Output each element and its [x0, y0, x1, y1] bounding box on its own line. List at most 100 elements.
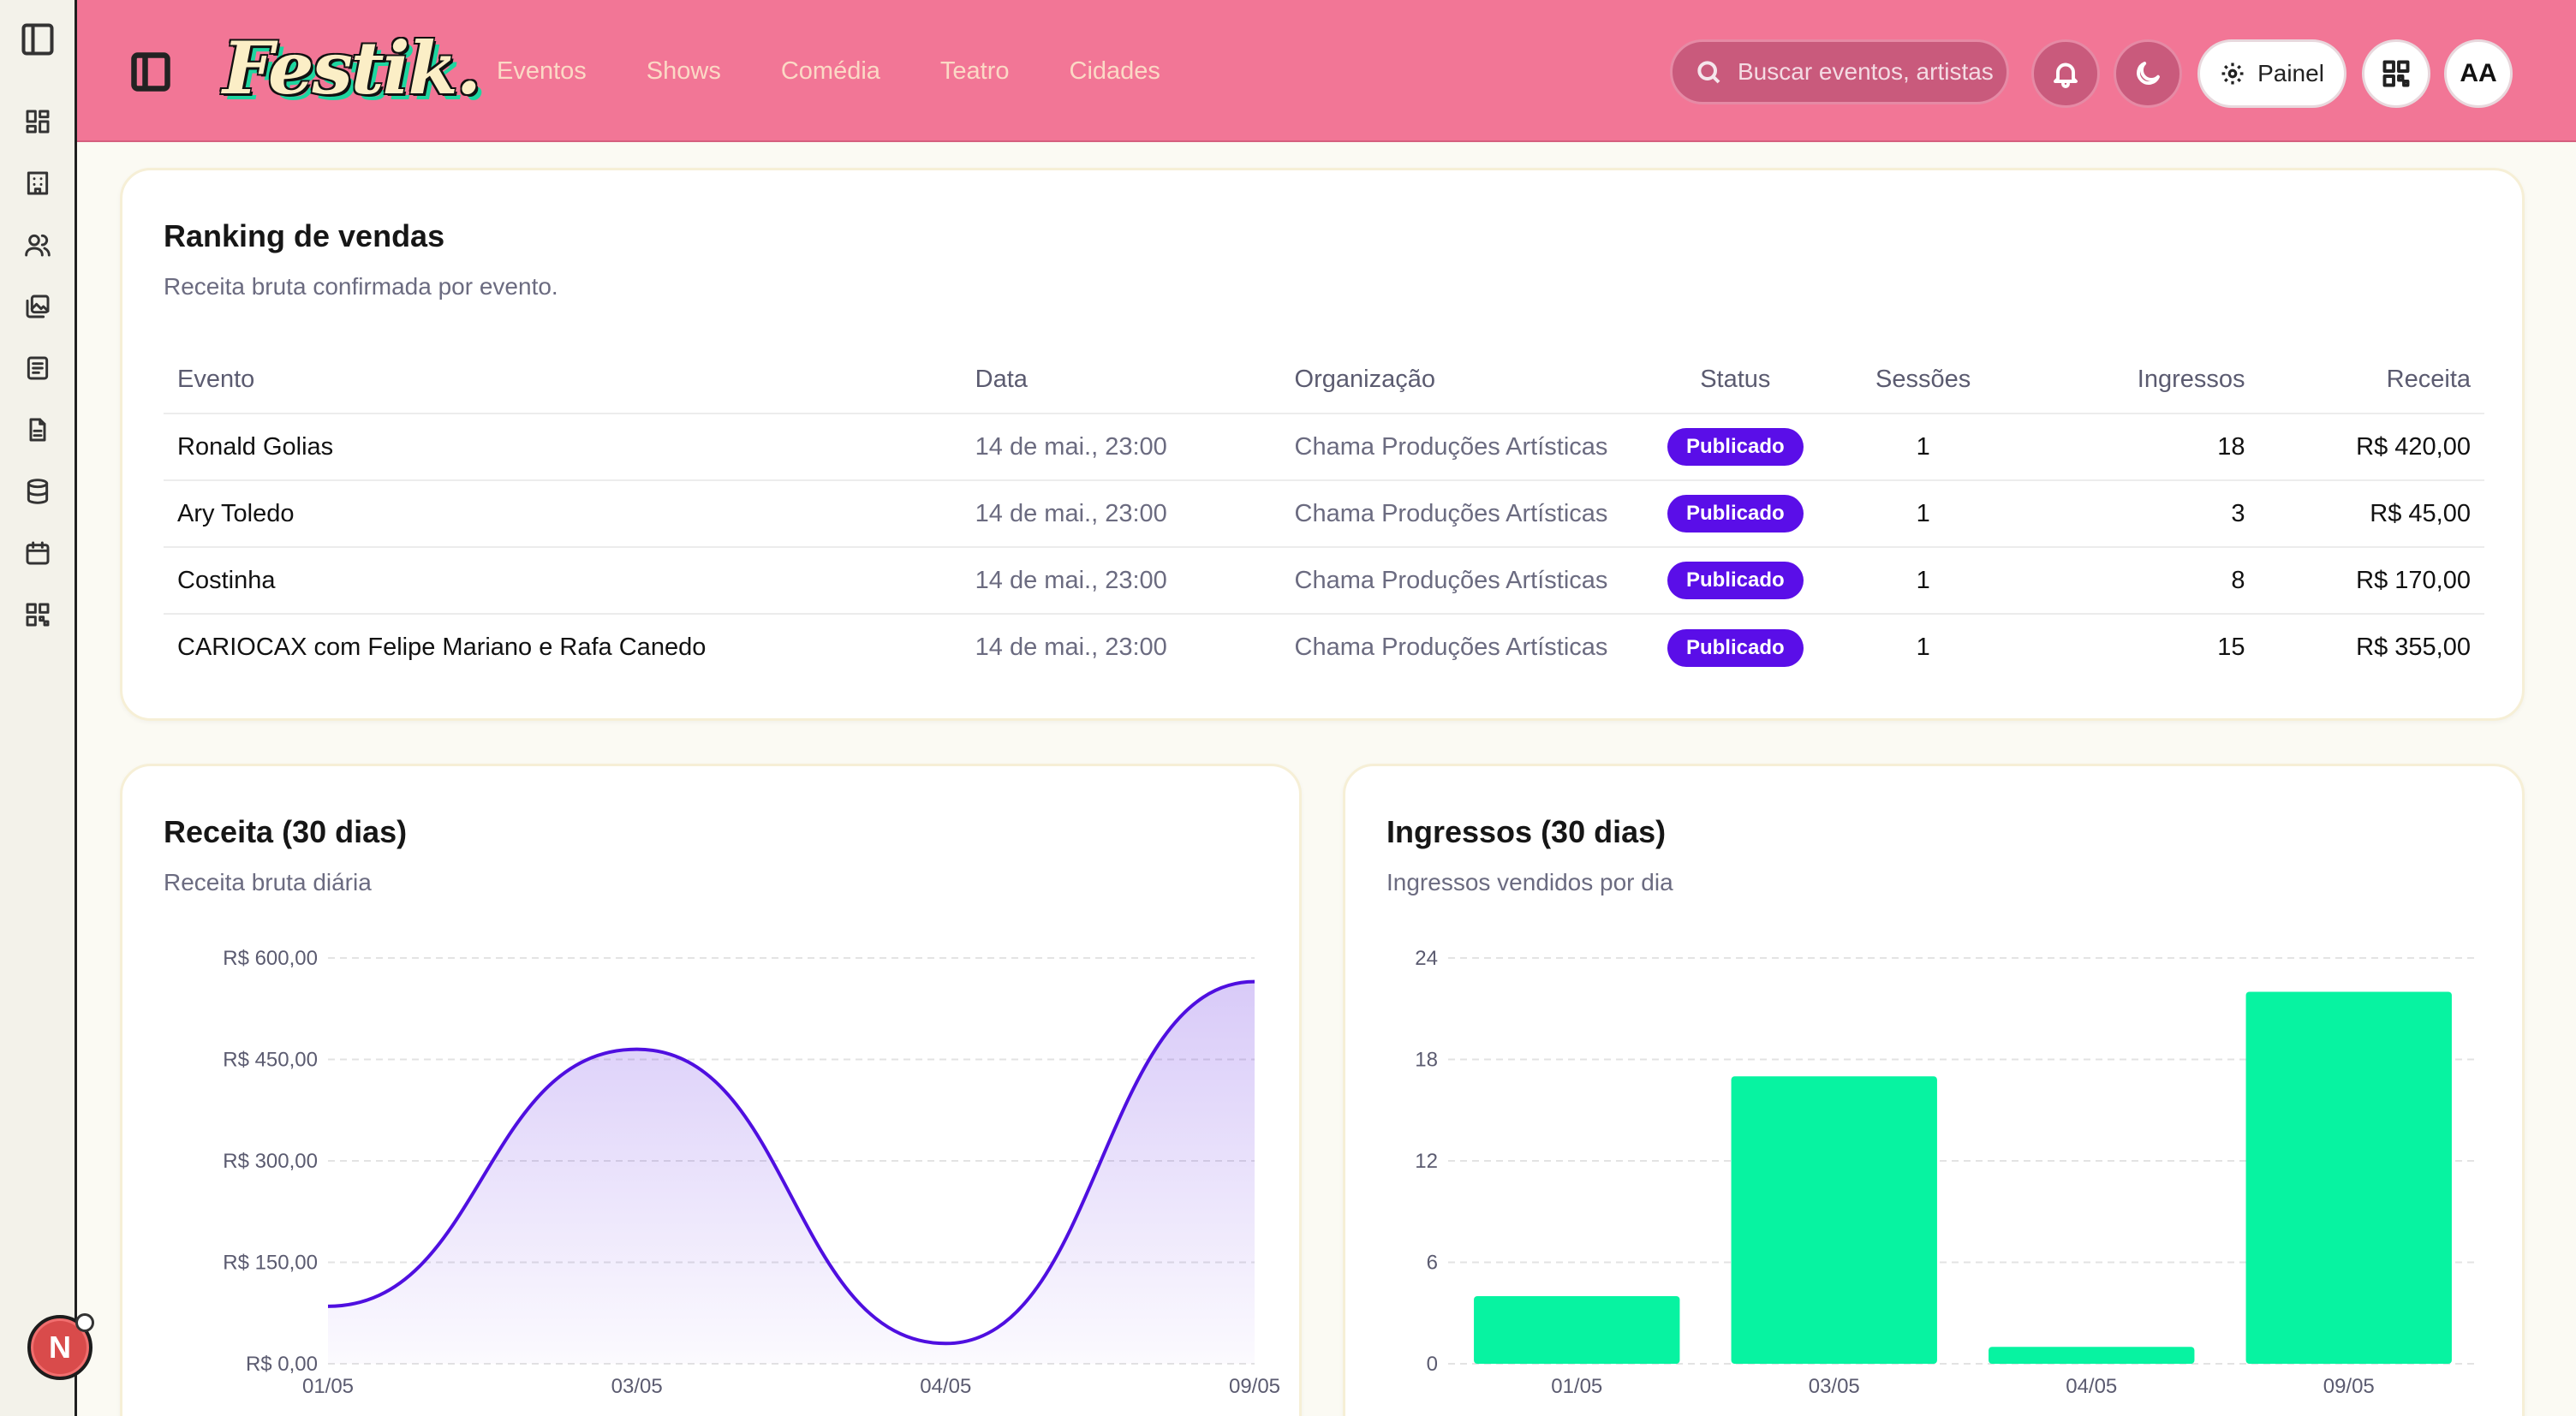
- cell-status: Publicado: [1654, 614, 1817, 681]
- status-badge: Publicado: [1667, 628, 1804, 667]
- x-tick-label: 04/05: [920, 1375, 971, 1398]
- table-row[interactable]: Ronald Golias 14 de mai., 23:00 Chama Pr…: [164, 413, 2484, 481]
- x-tick-label: 01/05: [1551, 1375, 1602, 1398]
- avatar[interactable]: AA: [2444, 39, 2513, 108]
- cell-evento: CARIOCAX com Felipe Mariano e Rafa Caned…: [177, 634, 707, 661]
- cell-data: 14 de mai., 23:00: [961, 413, 1281, 481]
- gear-icon: [2221, 62, 2244, 85]
- cell-receita: R$ 45,00: [2258, 480, 2484, 548]
- table-row[interactable]: Ary Toledo 14 de mai., 23:00 Chama Produ…: [164, 480, 2484, 548]
- cell-sessoes: 1: [1816, 413, 2030, 481]
- revenue-chart: R$ 0,00 R$ 150,00 R$ 300,00 R$ 450,00 R$ 600…: [223, 947, 1280, 1398]
- y-tick-label: 6: [1427, 1252, 1438, 1275]
- cell-evento: Ary Toledo: [164, 480, 962, 548]
- sidebar-toggle-icon[interactable]: [17, 19, 58, 60]
- main-nav: Eventos Shows Comédia Teatro Cidades: [497, 50, 1160, 92]
- y-tick-label: R$ 300,00: [223, 1150, 318, 1173]
- ranking-card: Ranking de vendas Receita bruta confirma…: [120, 168, 2525, 721]
- cell-evento: Costinha: [164, 547, 962, 615]
- cell-ingressos: 15: [2217, 634, 2245, 661]
- y-tick-label: 12: [1415, 1150, 1438, 1173]
- moon-icon: [2137, 62, 2160, 85]
- x-tick-label: 09/05: [2323, 1375, 2375, 1398]
- bell-icon: [2054, 62, 2078, 88]
- tickets-chart: 0 6 12 18 24 01/05 03/05 04/05 09/05: [1415, 947, 2478, 1398]
- y-tick-label: 18: [1415, 1049, 1438, 1072]
- painel-button[interactable]: Painel: [2197, 39, 2346, 108]
- cell-sessoes: 1: [1816, 547, 2030, 615]
- sidebar-rail: N: [0, 0, 94, 1416]
- ranking-subtitle: Receita bruta confirmada por evento.: [164, 273, 558, 300]
- revenue-area: [328, 981, 1255, 1364]
- cell-ingressos: 8: [2029, 547, 2259, 615]
- panel-toggle-icon[interactable]: [128, 50, 173, 94]
- col-organizacao: Organização: [1280, 347, 1654, 414]
- gallery-icon[interactable]: [17, 286, 58, 327]
- cell-status: Publicado: [1653, 547, 1817, 615]
- x-tick-label: 03/05: [1809, 1375, 1860, 1398]
- cell-ingressos: 18: [2029, 413, 2259, 481]
- col-evento: Evento: [164, 347, 962, 414]
- building-icon[interactable]: [17, 163, 58, 204]
- search-input[interactable]: [1738, 58, 1995, 86]
- tickets-subtitle: Ingressos vendidos por dia: [1386, 869, 1673, 895]
- dashboard-icon[interactable]: [17, 101, 58, 142]
- cell-data: 14 de mai., 23:00: [975, 634, 1167, 661]
- painel-button-label: Painel: [2257, 60, 2324, 86]
- nav-link-cidades[interactable]: Cidades: [1069, 57, 1160, 85]
- document-icon[interactable]: [17, 409, 58, 450]
- tickets-title: Ingressos (30 dias): [1386, 814, 1667, 849]
- nav-link-eventos[interactable]: Eventos: [497, 57, 587, 85]
- search-box[interactable]: [1670, 39, 2009, 104]
- x-tick-label: 03/05: [611, 1375, 663, 1398]
- revenue-subtitle: Receita bruta diária: [164, 869, 372, 895]
- avatar-initials: AA: [2460, 59, 2497, 87]
- theme-toggle-button[interactable]: [2114, 39, 2182, 108]
- ticket-bar: [1731, 1076, 1937, 1364]
- notifications-button[interactable]: [2031, 39, 2100, 108]
- ranking-title: Ranking de vendas: [164, 218, 445, 253]
- col-ingressos: Ingressos: [2029, 347, 2259, 414]
- qr-code-icon: [2382, 60, 2410, 87]
- y-tick-label: R$ 600,00: [223, 947, 318, 970]
- ranking-table: Evento Data Organização Status Sessões I…: [164, 347, 2484, 681]
- cell-org: Chama Produções Artísticas: [1294, 634, 1608, 661]
- cell-org: Chama Produções Artísticas: [1280, 413, 1654, 481]
- status-badge: Publicado: [1667, 495, 1804, 532]
- qr-button[interactable]: [2362, 39, 2430, 108]
- cell-org: Chama Produções Artísticas: [1280, 480, 1654, 548]
- calendar-icon[interactable]: [17, 532, 58, 574]
- cell-data: 14 de mai., 23:00: [961, 480, 1281, 548]
- cell-receita: R$ 355,00: [2356, 634, 2471, 661]
- dev-badge[interactable]: N: [27, 1313, 94, 1380]
- nav-link-teatro[interactable]: Teatro: [939, 57, 1010, 85]
- table-row[interactable]: Costinha 14 de mai., 23:00 Chama Produçõ…: [164, 547, 2484, 615]
- cell-status: Publicado: [1653, 480, 1817, 548]
- col-receita: Receita: [2258, 347, 2484, 414]
- dev-badge-label: N: [49, 1330, 71, 1365]
- cell-receita: R$ 420,00: [2258, 413, 2484, 481]
- qr-code-icon[interactable]: [17, 594, 58, 635]
- cell-ingressos: 3: [2029, 480, 2259, 548]
- list-icon[interactable]: [17, 348, 58, 389]
- nav-link-comedia[interactable]: Comédia: [780, 57, 880, 85]
- status-badge: Publicado: [1667, 428, 1804, 466]
- y-tick-label: R$ 450,00: [223, 1049, 318, 1072]
- cell-receita: R$ 170,00: [2258, 547, 2484, 615]
- database-icon[interactable]: [17, 471, 58, 512]
- y-tick-label: 24: [1415, 947, 1438, 970]
- logo[interactable]: Festik.: [223, 26, 481, 110]
- col-sessoes: Sessões: [1816, 347, 2030, 414]
- table-row[interactable]: CARIOCAX com Felipe Mariano e Rafa Caned…: [164, 614, 2484, 681]
- ticket-bar: [2245, 991, 2452, 1364]
- users-icon[interactable]: [17, 224, 58, 265]
- nav-link-shows[interactable]: Shows: [646, 57, 721, 85]
- y-tick-label: R$ 150,00: [223, 1252, 318, 1275]
- tickets-card: Ingressos (30 dias) Ingressos vendidos p…: [1343, 764, 2525, 1416]
- revenue-title: Receita (30 dias): [164, 814, 408, 849]
- dev-badge-dot: [75, 1313, 94, 1332]
- ticket-bar: [1989, 1347, 2195, 1364]
- top-header: Festik. Eventos Shows Comédia Teatro Cid…: [77, 0, 2576, 142]
- x-tick-label: 01/05: [302, 1375, 354, 1398]
- cell-sessoes: 1: [1916, 634, 1930, 661]
